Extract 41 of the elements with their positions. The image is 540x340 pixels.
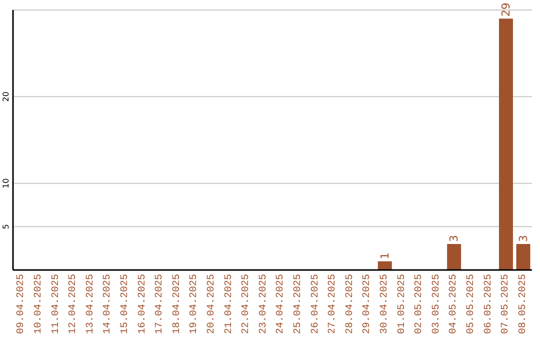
bar	[498, 18, 513, 270]
x-tick-label: 12.04.2025	[68, 274, 80, 334]
x-tick-label: 22.04.2025	[241, 274, 252, 334]
x-tick-label: 03.05.2025	[431, 274, 442, 334]
y-tick-label: 10	[2, 178, 10, 188]
bar	[516, 244, 530, 270]
x-tick-label: 16.04.2025	[137, 274, 148, 334]
x-tick-label: 26.04.2025	[310, 274, 322, 334]
x-tick-label: 09.04.2025	[16, 274, 28, 334]
x-tick-label: 04.05.2025	[448, 274, 460, 334]
x-tick-label: 11.04.2025	[50, 274, 62, 334]
x-tick-label: 24.04.2025	[276, 274, 287, 334]
x-tick-label: 18.04.2025	[172, 274, 183, 334]
data-label: 3	[516, 235, 530, 242]
x-tick-label: 23.04.2025	[258, 274, 270, 334]
x-tick-label: 30.04.2025	[379, 274, 390, 334]
x-tick-label: 25.04.2025	[292, 274, 304, 334]
data-label: 3	[448, 235, 461, 242]
x-tick-label: 28.04.2025	[344, 274, 356, 334]
x-tick-label: 10.04.2025	[33, 274, 44, 334]
x-tick-label: 19.04.2025	[189, 274, 200, 334]
x-tick-label: 15.04.2025	[120, 274, 131, 334]
x-tick-label: 06.05.2025	[483, 274, 494, 334]
data-label: 1	[378, 252, 392, 260]
x-tick-label: 01.05.2025	[396, 274, 408, 334]
bar	[378, 261, 392, 270]
x-tick-label: 07.05.2025	[500, 274, 512, 334]
x-tick-label: 20.04.2025	[206, 274, 218, 334]
x-tick-label: 29.04.2025	[362, 274, 374, 334]
data-label: 29	[499, 2, 512, 17]
x-tick-label: 27.04.2025	[328, 274, 339, 334]
bar	[447, 244, 462, 270]
x-tick-label: 13.04.2025	[85, 274, 96, 334]
x-tick-label: 02.05.2025	[414, 274, 426, 334]
x-tick-label: 14.04.2025	[102, 274, 114, 334]
x-tick-label: 05.05.2025	[466, 274, 477, 334]
x-tick-label: 08.05.2025	[518, 274, 529, 334]
y-tick-label: 5	[2, 224, 10, 230]
x-tick-label: 21.04.2025	[224, 274, 235, 334]
x-tick-label: 17.04.2025	[154, 274, 166, 334]
y-tick-label: 20	[2, 92, 10, 102]
